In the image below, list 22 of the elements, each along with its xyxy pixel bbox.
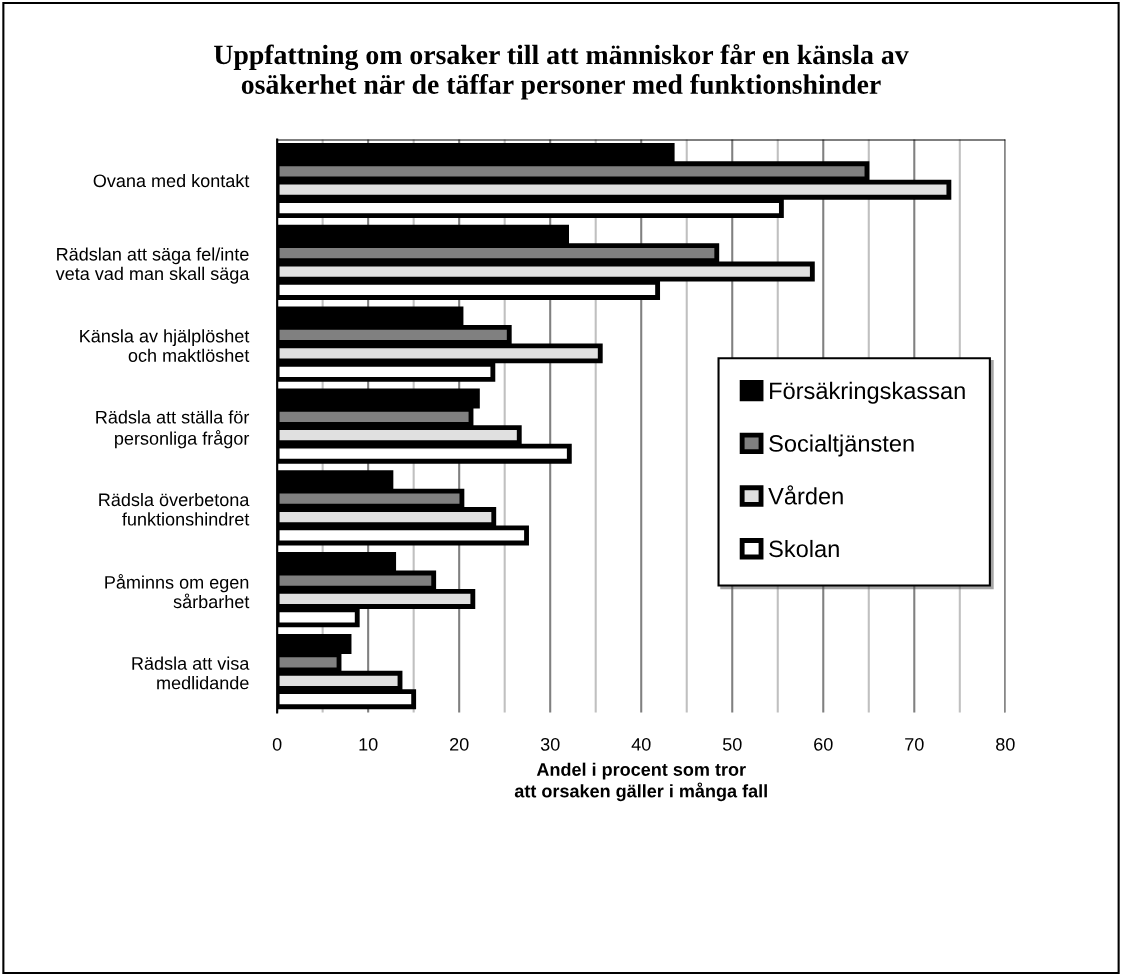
x-tick-label: 50 xyxy=(722,737,742,751)
y-tick-label: Rädsla att visa medlidande xyxy=(132,656,250,690)
legend-label: Skolan xyxy=(769,539,839,558)
y-tick-label: Rädsla överbetona funktionshindret xyxy=(99,492,250,526)
y-tick-label: Påminns om egen sårbarhet xyxy=(105,574,250,609)
x-axis-title: Andel i procent som tror att orsaken gäller i många fall xyxy=(514,762,767,802)
y-tick-label: Ovana med kontakt xyxy=(93,173,250,188)
legend-label: Vården xyxy=(768,485,843,505)
x-tick-label: 10 xyxy=(359,737,378,751)
chart-title: Uppfattning om orsaker till att människor får en känsla av osäkerhet när de täffar personer med funktionshinder xyxy=(214,43,909,100)
x-tick-label: 0 xyxy=(272,737,282,751)
x-tick-label: 30 xyxy=(540,737,560,751)
y-tick-label: Rädslan att säga fel/inte veta vad man skall säga xyxy=(55,247,250,284)
y-tick-label: Känsla av hjälplöshet och maktlöshet xyxy=(80,329,250,362)
x-tick-label: 60 xyxy=(814,737,833,751)
x-tick-label: 70 xyxy=(905,737,924,751)
legend-label: Socialtjänsten xyxy=(769,434,914,457)
y-tick-label: Rädsla att ställa för personliga frågor xyxy=(96,410,250,449)
x-tick-label: 20 xyxy=(450,737,469,751)
x-tick-label: 80 xyxy=(996,737,1015,751)
legend-label: Försäkringskassan xyxy=(770,381,965,404)
x-tick-label: 40 xyxy=(631,737,651,751)
